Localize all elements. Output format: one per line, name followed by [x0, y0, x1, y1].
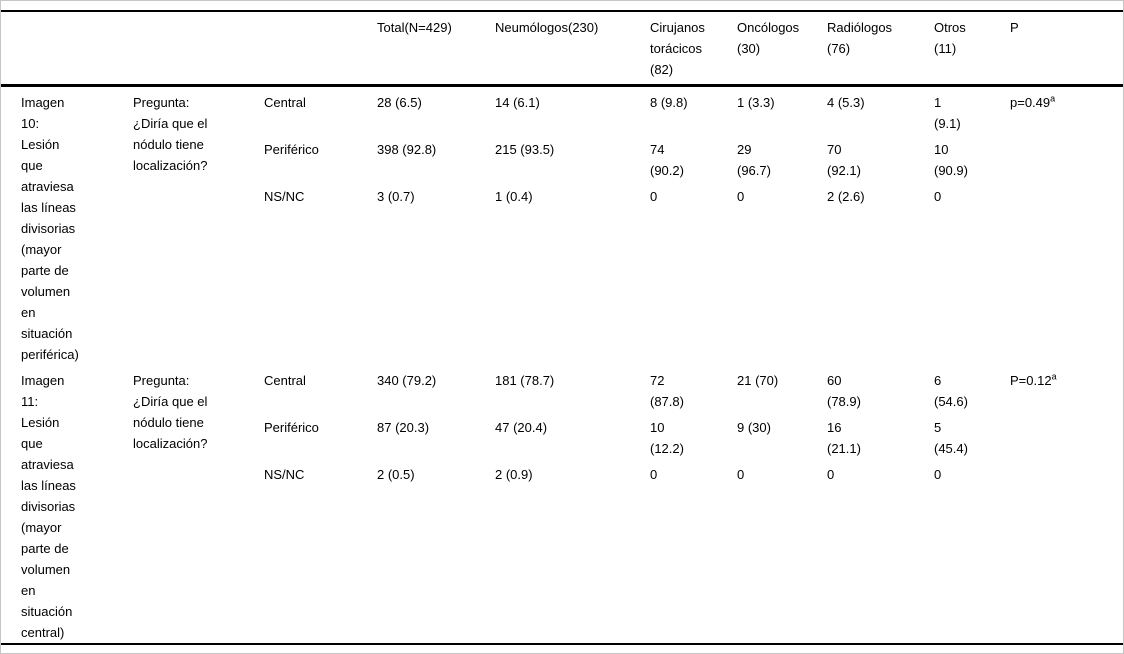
value-radiologos: 60 (78.9)	[827, 372, 861, 409]
answer-label-periferico: Periférico	[264, 419, 319, 435]
header-row: Total(N=429) Neumólogos(230) Cirujanos t…	[1, 11, 1123, 87]
answer-label-central: Central	[264, 94, 306, 110]
header-image-column	[1, 11, 113, 87]
value-total: 2 (0.5)	[377, 466, 415, 482]
value-total: 87 (20.3)	[377, 419, 430, 435]
table-row: Periférico 87 (20.3) 47 (20.4) 10 (12.2)…	[1, 412, 1123, 459]
answer-label-nsnc: NS/NC	[264, 188, 305, 204]
block-imagen-11: Imagen 11: Lesión que atraviesa las líne…	[1, 365, 1123, 644]
value-oncologos: 9 (30)	[737, 419, 771, 435]
value-total: 3 (0.7)	[377, 188, 415, 204]
header-answer-column	[244, 11, 357, 87]
p-value-text: P=0.12	[1010, 372, 1052, 388]
value-cirujanos: 74 (90.2)	[650, 141, 684, 178]
value-oncologos: 29 (96.7)	[737, 141, 771, 178]
value-otros: 0	[934, 466, 942, 482]
question-cell: Pregunta: ¿Diría que el nódulo tiene loc…	[133, 94, 208, 173]
question-cell: Pregunta: ¿Diría que el nódulo tiene loc…	[133, 372, 208, 451]
header-total: Total(N=429)	[357, 11, 475, 87]
value-radiologos: 0	[827, 466, 835, 482]
p-value-text: p=0.49	[1010, 94, 1051, 110]
table-row: Imagen 10: Lesión que atraviesa las líne…	[1, 85, 1123, 362]
table-row: Periférico 398 (92.8) 215 (93.5) 74 (90.…	[1, 134, 1123, 181]
value-neumologos: 47 (20.4)	[495, 419, 548, 435]
value-total: 398 (92.8)	[377, 141, 437, 157]
p-value-footnote-marker: a	[1050, 93, 1056, 104]
p-value-cell: p=0.49a	[990, 85, 1123, 365]
value-otros: 6 (54.6)	[934, 372, 968, 409]
value-otros: 0	[934, 188, 942, 204]
header-neumologos: Neumólogos(230)	[475, 11, 630, 87]
value-oncologos: 0	[737, 188, 745, 204]
value-otros: 10 (90.9)	[934, 141, 968, 178]
value-neumologos: 181 (78.7)	[495, 372, 555, 388]
value-neumologos: 14 (6.1)	[495, 94, 540, 110]
p-value-footnote-marker: a	[1051, 371, 1057, 382]
value-cirujanos: 8 (9.8)	[650, 94, 688, 110]
table-header: Total(N=429) Neumólogos(230) Cirujanos t…	[1, 11, 1123, 87]
table-row: NS/NC 3 (0.7) 1 (0.4) 0 0 2 (2.6) 0	[1, 181, 1123, 365]
header-oncologos: Oncólogos (30)	[717, 11, 807, 87]
table-row: NS/NC 2 (0.5) 2 (0.9) 0 0 0 0	[1, 459, 1123, 644]
value-oncologos: 21 (70)	[737, 372, 779, 388]
value-oncologos: 1 (3.3)	[737, 94, 775, 110]
table-row: Imagen 11: Lesión que atraviesa las líne…	[1, 365, 1123, 640]
value-radiologos: 70 (92.1)	[827, 141, 861, 178]
value-cirujanos: 72 (87.8)	[650, 372, 684, 409]
value-neumologos: 215 (93.5)	[495, 141, 555, 157]
answer-label-periferico: Periférico	[264, 141, 319, 157]
value-radiologos: 4 (5.3)	[827, 94, 865, 110]
value-total: 28 (6.5)	[377, 94, 422, 110]
p-value-cell: P=0.12a	[990, 365, 1123, 644]
value-otros: 5 (45.4)	[934, 419, 968, 456]
block-imagen-10: Imagen 10: Lesión que atraviesa las líne…	[1, 85, 1123, 365]
value-cirujanos: 0	[650, 188, 658, 204]
results-table: Total(N=429) Neumólogos(230) Cirujanos t…	[1, 10, 1123, 645]
value-neumologos: 1 (0.4)	[495, 188, 533, 204]
value-radiologos: 2 (2.6)	[827, 188, 865, 204]
header-p-value: P	[990, 11, 1123, 87]
header-cirujanos-toracicos: Cirujanos torácicos (82)	[630, 11, 717, 87]
value-neumologos: 2 (0.9)	[495, 466, 533, 482]
value-total: 340 (79.2)	[377, 372, 437, 388]
value-cirujanos: 10 (12.2)	[650, 419, 684, 456]
answer-label-central: Central	[264, 372, 306, 388]
value-oncologos: 0	[737, 466, 745, 482]
image-description-cell: Imagen 11: Lesión que atraviesa las líne…	[21, 372, 76, 640]
value-cirujanos: 0	[650, 466, 658, 482]
value-radiologos: 16 (21.1)	[827, 419, 861, 456]
header-otros: Otros (11)	[914, 11, 990, 87]
header-question-column	[113, 11, 244, 87]
image-description-cell: Imagen 10: Lesión que atraviesa las líne…	[21, 94, 79, 362]
value-otros: 1 (9.1)	[934, 94, 961, 131]
header-radiologos: Radiólogos (76)	[807, 11, 914, 87]
answer-label-nsnc: NS/NC	[264, 466, 305, 482]
